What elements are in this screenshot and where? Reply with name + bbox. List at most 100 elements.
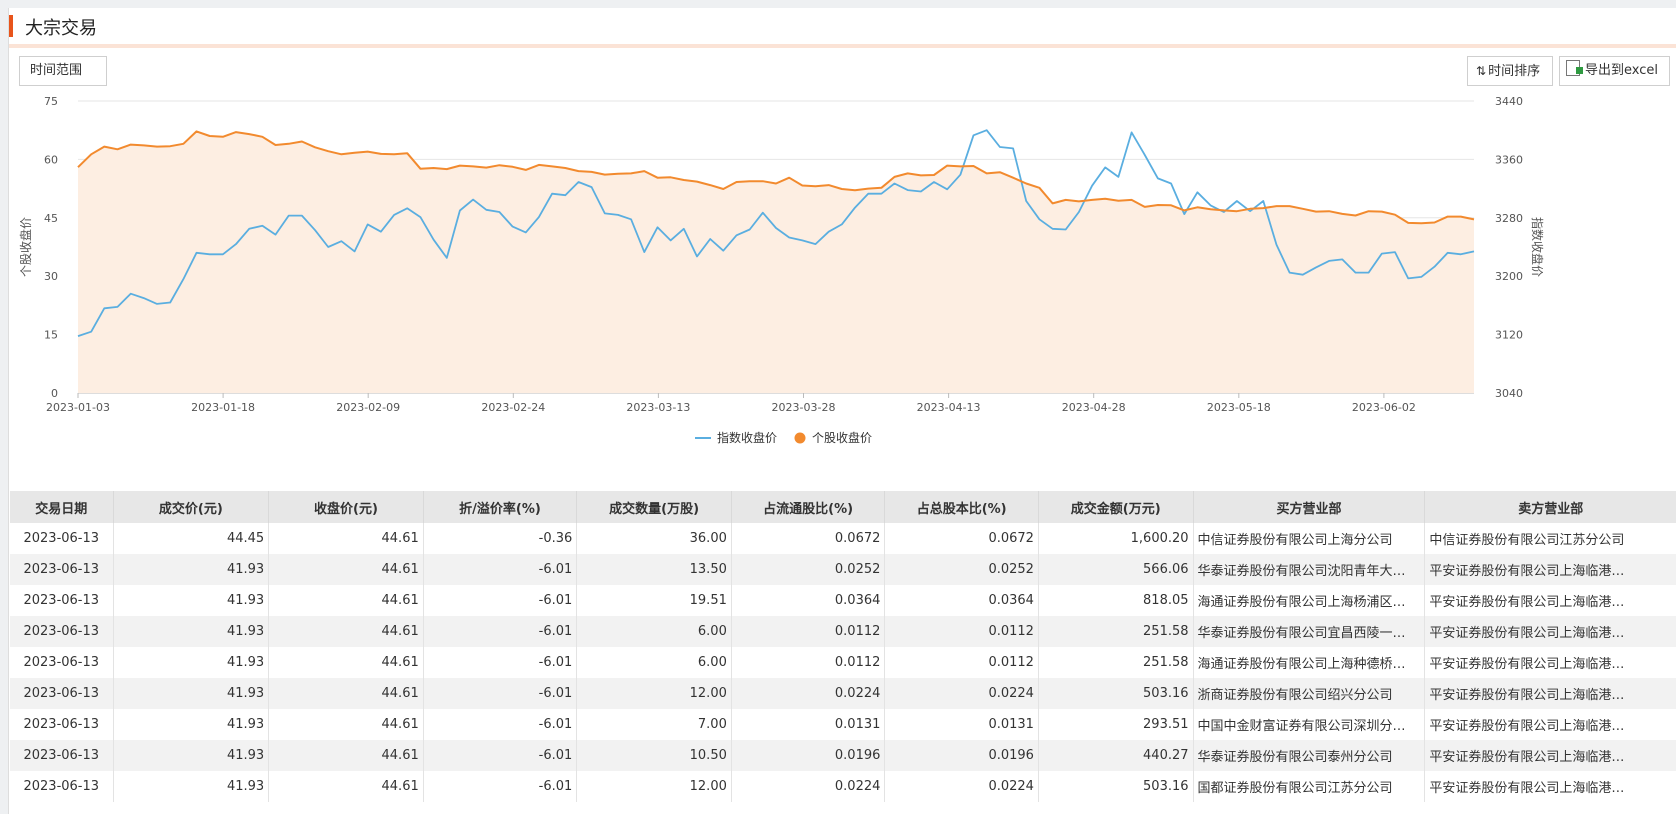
time-range-button[interactable]: 时间范围 (19, 56, 107, 86)
table-cell: 6.00 (576, 616, 732, 647)
table-cell: 10.50 (576, 740, 732, 771)
table-cell: 440.27 (1038, 740, 1194, 771)
table-row[interactable]: 2023-06-13 41.93 44.61 -6.01 10.50 0.0196 0.01… (10, 740, 1676, 771)
left-axis-title: 个股收盘价 (18, 217, 33, 277)
table-cell: 293.51 (1038, 709, 1194, 740)
x-tick-label: 2023-02-24 (481, 401, 545, 414)
table-row[interactable]: 2023-06-13 41.93 44.61 -6.01 12.00 0.0224 0.02… (10, 771, 1676, 802)
table-cell: 2023-06-13 (10, 771, 114, 802)
table-cell: -6.01 (423, 616, 578, 647)
table-cell: 平安证券股份有限公司上海临港… (1424, 740, 1676, 771)
table-cell: 2023-06-13 (10, 554, 114, 585)
table-row[interactable]: 2023-06-13 41.93 44.61 -6.01 12.00 0.0224 0.02… (10, 678, 1676, 709)
export-excel-button[interactable]: 导出到excel (1559, 56, 1670, 86)
table-cell: 6.00 (576, 647, 732, 678)
column-header[interactable]: 卖方营业部 (1424, 491, 1676, 523)
block-trade-panel: 大宗交易 时间范围 ⇅ 时间排序 导出到excel 0 15 30 45 60 75 3040… (8, 8, 1676, 814)
time-sort-label: 时间排序 (1488, 64, 1541, 79)
column-header[interactable]: 占流通股比(%) (731, 491, 886, 523)
table-cell: 0.0364 (731, 585, 886, 616)
table-row[interactable]: 2023-06-13 44.45 44.61 -0.36 36.00 0.0672 0.06… (10, 523, 1676, 554)
table-cell: 国都证券股份有限公司江苏分公司 (1193, 771, 1426, 802)
table-cell: -6.01 (423, 554, 578, 585)
table-cell: 0.0131 (884, 709, 1039, 740)
table-header-row: 交易日期 成交价(元) 收盘价(元) 折/溢价率(%) 成交数量(万股) 占流通股比(%)… (10, 491, 1676, 523)
legend-stock-swatch (794, 432, 806, 444)
right-tick-label: 3040 (1495, 387, 1523, 400)
table-cell: 0.0224 (884, 771, 1039, 802)
table-cell: 503.16 (1038, 678, 1194, 709)
table-cell: 0.0112 (731, 647, 886, 678)
table-body: 2023-06-13 44.45 44.61 -0.36 36.00 0.0672 0.06… (10, 523, 1676, 802)
table-cell: 41.93 (113, 678, 270, 709)
table-cell: 2023-06-13 (10, 709, 114, 740)
table-cell: -6.01 (423, 771, 578, 802)
table-cell: 12.00 (576, 678, 732, 709)
x-tick-label: 2023-04-13 (917, 401, 981, 414)
column-header[interactable]: 折/溢价率(%) (423, 491, 578, 523)
column-header[interactable]: 成交价(元) (113, 491, 270, 523)
column-header[interactable]: 成交金额(万元) (1038, 491, 1194, 523)
column-header[interactable]: 成交数量(万股) (576, 491, 732, 523)
index-close-line (77, 129, 1475, 337)
stock-price-area (78, 131, 1474, 393)
table-cell: 44.61 (268, 523, 424, 554)
x-tick-label: 2023-01-03 (46, 401, 110, 414)
table-cell: 0.0112 (884, 616, 1039, 647)
time-sort-button[interactable]: ⇅ 时间排序 (1467, 56, 1553, 86)
table-cell: -6.01 (423, 585, 578, 616)
table-cell: 平安证券股份有限公司上海临港… (1424, 771, 1676, 802)
table-cell: 0.0196 (884, 740, 1039, 771)
table-cell: 浙商证券股份有限公司绍兴分公司 (1193, 678, 1426, 709)
table-cell: 0.0224 (731, 678, 886, 709)
table-cell: 中信证券股份有限公司江苏分公司 (1424, 523, 1676, 554)
title-accent-bar (9, 15, 13, 37)
column-header[interactable]: 交易日期 (10, 491, 114, 523)
right-tick-label: 3280 (1495, 212, 1523, 225)
table-cell: 中国中金财富证券有限公司深圳分… (1193, 709, 1426, 740)
panel-header: 大宗交易 (9, 8, 1676, 48)
table-row[interactable]: 2023-06-13 41.93 44.61 -6.01 7.00 0.0131 0.013… (10, 709, 1676, 740)
right-tick-label: 3120 (1495, 329, 1523, 342)
table-cell: -0.36 (423, 523, 578, 554)
x-tick-label: 2023-03-28 (772, 401, 836, 414)
table-cell: 海通证券股份有限公司上海杨浦区… (1193, 585, 1426, 616)
table-cell: -6.01 (423, 740, 578, 771)
table-row[interactable]: 2023-06-13 41.93 44.61 -6.01 13.50 0.0252 0.02… (10, 554, 1676, 585)
table-cell: 0.0224 (884, 678, 1039, 709)
right-axis-title: 指数收盘价 (1530, 217, 1545, 277)
x-tick-label: 2023-04-28 (1062, 401, 1126, 414)
table-cell: 41.93 (113, 616, 270, 647)
table-cell: -6.01 (423, 647, 578, 678)
table-cell: 0.0672 (884, 523, 1039, 554)
x-tick-label: 2023-02-09 (336, 401, 400, 414)
table-cell: 海通证券股份有限公司上海种德桥… (1193, 647, 1426, 678)
table-cell: 41.93 (113, 585, 270, 616)
table-cell: 44.61 (268, 647, 424, 678)
table-cell: 0.0364 (884, 585, 1039, 616)
column-header[interactable]: 买方营业部 (1193, 491, 1426, 523)
left-tick-label: 75 (44, 95, 58, 108)
page-title: 大宗交易 (25, 18, 97, 39)
table-cell: 251.58 (1038, 616, 1194, 647)
table-row[interactable]: 2023-06-13 41.93 44.61 -6.01 6.00 0.0112 0.011… (10, 647, 1676, 678)
left-tick-label: 45 (44, 212, 58, 225)
column-header[interactable]: 收盘价(元) (268, 491, 424, 523)
table-cell: 0.0224 (731, 771, 886, 802)
table-cell: 44.61 (268, 616, 424, 647)
table-cell: 2023-06-13 (10, 678, 114, 709)
table-cell: 0.0672 (731, 523, 886, 554)
table-cell: 7.00 (576, 709, 732, 740)
table-cell: -6.01 (423, 709, 578, 740)
right-tick-label: 3360 (1495, 153, 1523, 166)
table-row[interactable]: 2023-06-13 41.93 44.61 -6.01 19.51 0.0364 0.03… (10, 585, 1676, 616)
table-cell: 41.93 (113, 554, 270, 585)
column-header[interactable]: 占总股本比(%) (884, 491, 1039, 523)
left-tick-label: 0 (51, 387, 58, 400)
left-tick-label: 30 (44, 270, 58, 283)
table-row[interactable]: 2023-06-13 41.93 44.61 -6.01 6.00 0.0112 0.011… (10, 616, 1676, 647)
table-cell: 44.61 (268, 740, 424, 771)
right-tick-label: 3200 (1495, 270, 1523, 283)
table-cell: 2023-06-13 (10, 740, 114, 771)
excel-icon (1566, 60, 1583, 76)
